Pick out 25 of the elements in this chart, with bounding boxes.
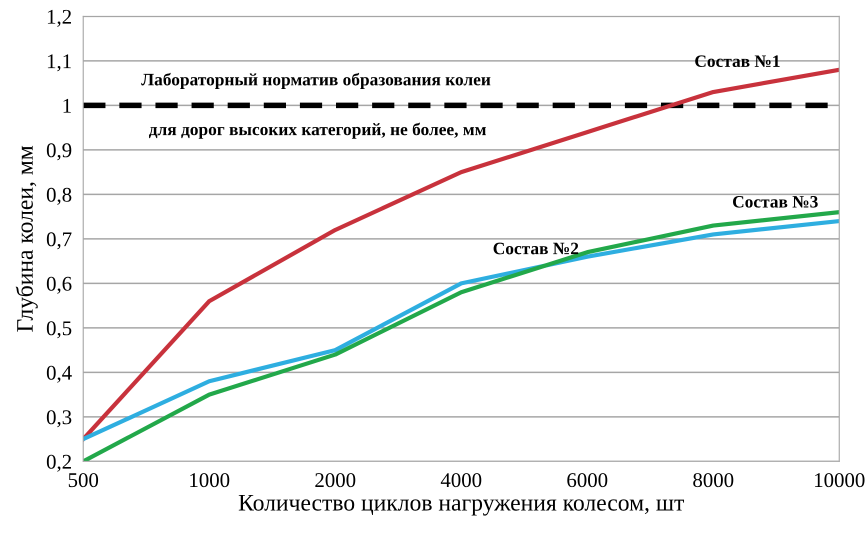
y-tick-label: 1 [64, 98, 71, 113]
y-tick-label: 1,2 [48, 10, 71, 27]
y-tick-label: 0,4 [46, 366, 72, 383]
x-axis-title: Количество циклов нагружения колесом, шт [238, 495, 684, 516]
x-tick-label: 1000 [190, 473, 230, 488]
series-label: Состав №1 [695, 55, 780, 68]
x-tick-label: 10000 [815, 473, 865, 488]
y-tick-label: 0,2 [46, 454, 71, 472]
y-tick-label: 0,9 [46, 143, 72, 160]
y-tick-label: 0,3 [46, 410, 72, 428]
y-axis-title: Глубина колеи, мм [16, 146, 38, 332]
x-tick-label: 8000 [693, 473, 734, 488]
y-tick-label: 0,7 [46, 232, 72, 250]
annotation: Лабораторный норматив образования колеи [141, 72, 490, 89]
annotation: для дорог высоких категорий, не более, мм [148, 122, 486, 139]
x-tick-label: 2000 [315, 473, 356, 488]
y-tick-label: 1,1 [48, 54, 71, 72]
x-tick-label: 500 [68, 473, 98, 488]
y-tick-label: 0,8 [46, 188, 72, 205]
series-label: Состав №3 [733, 196, 818, 208]
x-tick-label: 4000 [440, 473, 482, 488]
series-label: Состав №2 [494, 242, 578, 254]
y-tick-label: 0,6 [46, 276, 72, 294]
y-tick-label: 0,5 [46, 321, 72, 338]
x-tick-label: 6000 [567, 473, 608, 488]
